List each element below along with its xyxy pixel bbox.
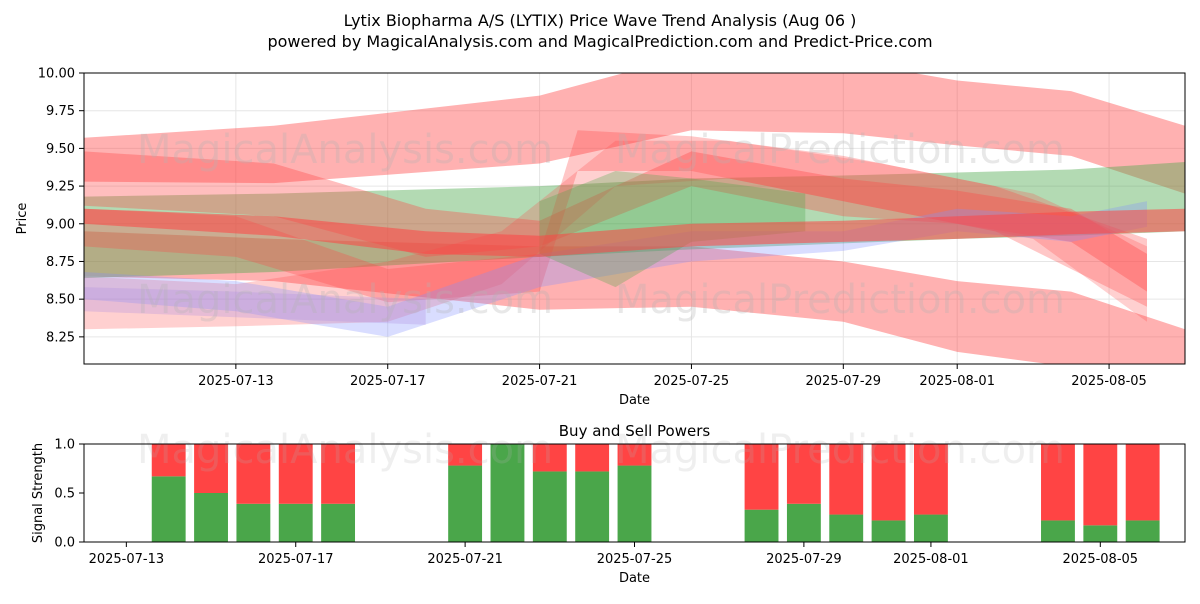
price-panel: MagicalAnalysis.com MagicalPrediction.com… (15, 67, 1186, 408)
x-tick-label: 2025-07-21 (502, 374, 578, 389)
sell-bar (786, 444, 821, 504)
chart-subtitle: powered by MagicalAnalysis.com and Magic… (267, 32, 932, 51)
sell-bar (194, 444, 228, 493)
wave-band-purple-7 (84, 287, 426, 325)
x-tick-label: 2025-08-01 (919, 374, 995, 389)
x-tick-label: 2025-07-17 (350, 374, 426, 389)
x-tick-label: 2025-07-25 (597, 552, 673, 567)
watermark-text: MagicalAnalysis.com (137, 277, 553, 323)
sell-bar (1083, 444, 1118, 526)
watermark-group: MagicalAnalysis.com MagicalPrediction.com… (137, 127, 1065, 323)
buy-bar (490, 444, 525, 542)
buy-bar (575, 471, 610, 542)
x-tick-label: 2025-07-21 (427, 552, 503, 567)
buy-bar (829, 514, 864, 542)
sell-bar (448, 444, 483, 466)
y-tick-label: 8.50 (46, 293, 75, 308)
wave-band-green-2 (84, 162, 1185, 279)
buy-bar (448, 465, 483, 542)
buy-bar (321, 503, 356, 542)
buy-bar (786, 503, 821, 542)
y-tick-label: 0.0 (54, 536, 75, 551)
x-tick-label: 2025-08-05 (1071, 374, 1147, 389)
buy-bar (744, 509, 779, 542)
buy-bar (871, 520, 906, 542)
sell-bar (1041, 444, 1075, 521)
x-tick-label: 2025-08-01 (893, 552, 969, 567)
sell-bar (871, 444, 906, 521)
y-tick-label: 8.75 (46, 255, 75, 270)
wave-band-red-1 (84, 231, 1185, 364)
watermark-text: MagicalPrediction.com (615, 427, 1065, 473)
buy-bar (1083, 525, 1118, 542)
sell-bar (829, 444, 864, 515)
wave-band-red-3 (84, 151, 1147, 292)
sell-bar (617, 444, 652, 466)
buy-bar (194, 493, 228, 542)
sell-bar (321, 444, 356, 504)
x-tick-label: 2025-07-13 (89, 552, 165, 567)
wave-bands (84, 73, 1185, 364)
buy-bar (151, 476, 186, 542)
sell-bar (236, 444, 271, 504)
y-axis-label: Signal Strength (31, 443, 46, 543)
watermark-text: MagicalAnalysis.com (137, 127, 553, 173)
y-tick-label: 9.50 (46, 142, 75, 157)
watermark-text: MagicalAnalysis.com (137, 427, 553, 473)
price-axes-frame (83, 72, 1186, 365)
sell-bar (913, 444, 948, 515)
sell-bar (532, 444, 567, 472)
x-axis-label: Date (619, 393, 650, 408)
sell-bar (1125, 444, 1160, 521)
buy-bar (1125, 520, 1160, 542)
x-tick-label: 2025-07-13 (198, 374, 274, 389)
y-tick-label: 1.0 (54, 438, 75, 453)
buy-bar (278, 503, 313, 542)
buy-bar (617, 465, 652, 542)
sell-bar (151, 444, 186, 477)
x-axis-label: Date (619, 571, 650, 586)
x-tick-label: 2025-07-25 (654, 374, 730, 389)
signal-chart-title: Buy and Sell Powers (559, 422, 711, 440)
buy-bar (913, 514, 948, 542)
y-tick-label: 10.00 (38, 67, 75, 82)
y-tick-label: 8.25 (46, 330, 75, 345)
x-tick-label: 2025-08-05 (1063, 552, 1139, 567)
watermark-text: MagicalPrediction.com (615, 277, 1065, 323)
sell-bar (575, 444, 610, 472)
y-tick-label: 9.75 (46, 104, 75, 119)
watermark-text: MagicalPrediction.com (615, 127, 1065, 173)
buy-bar (1041, 520, 1075, 542)
y-tick-label: 9.25 (46, 180, 75, 195)
chart-title: Lytix Biopharma A/S (LYTIX) Price Wave T… (344, 11, 857, 30)
y-tick-label: 0.5 (54, 487, 75, 502)
y-tick-label: 9.00 (46, 217, 75, 232)
sell-bar (744, 444, 779, 510)
sell-bar (278, 444, 313, 504)
x-tick-label: 2025-07-17 (258, 552, 334, 567)
wave-band-red-9 (84, 208, 1185, 257)
wave-band-red-0 (84, 73, 1185, 194)
buy-bar (532, 471, 567, 542)
wave-band-red-4 (84, 130, 1147, 307)
signal-panel: Buy and Sell Powers MagicalAnalysis.com Ma… (31, 422, 1186, 586)
x-tick-label: 2025-07-29 (766, 552, 842, 567)
x-tick-label: 2025-07-29 (806, 374, 882, 389)
y-axis-label: Price (15, 203, 30, 235)
buy-bar (236, 503, 271, 542)
wave-band-red-5 (84, 140, 1147, 330)
